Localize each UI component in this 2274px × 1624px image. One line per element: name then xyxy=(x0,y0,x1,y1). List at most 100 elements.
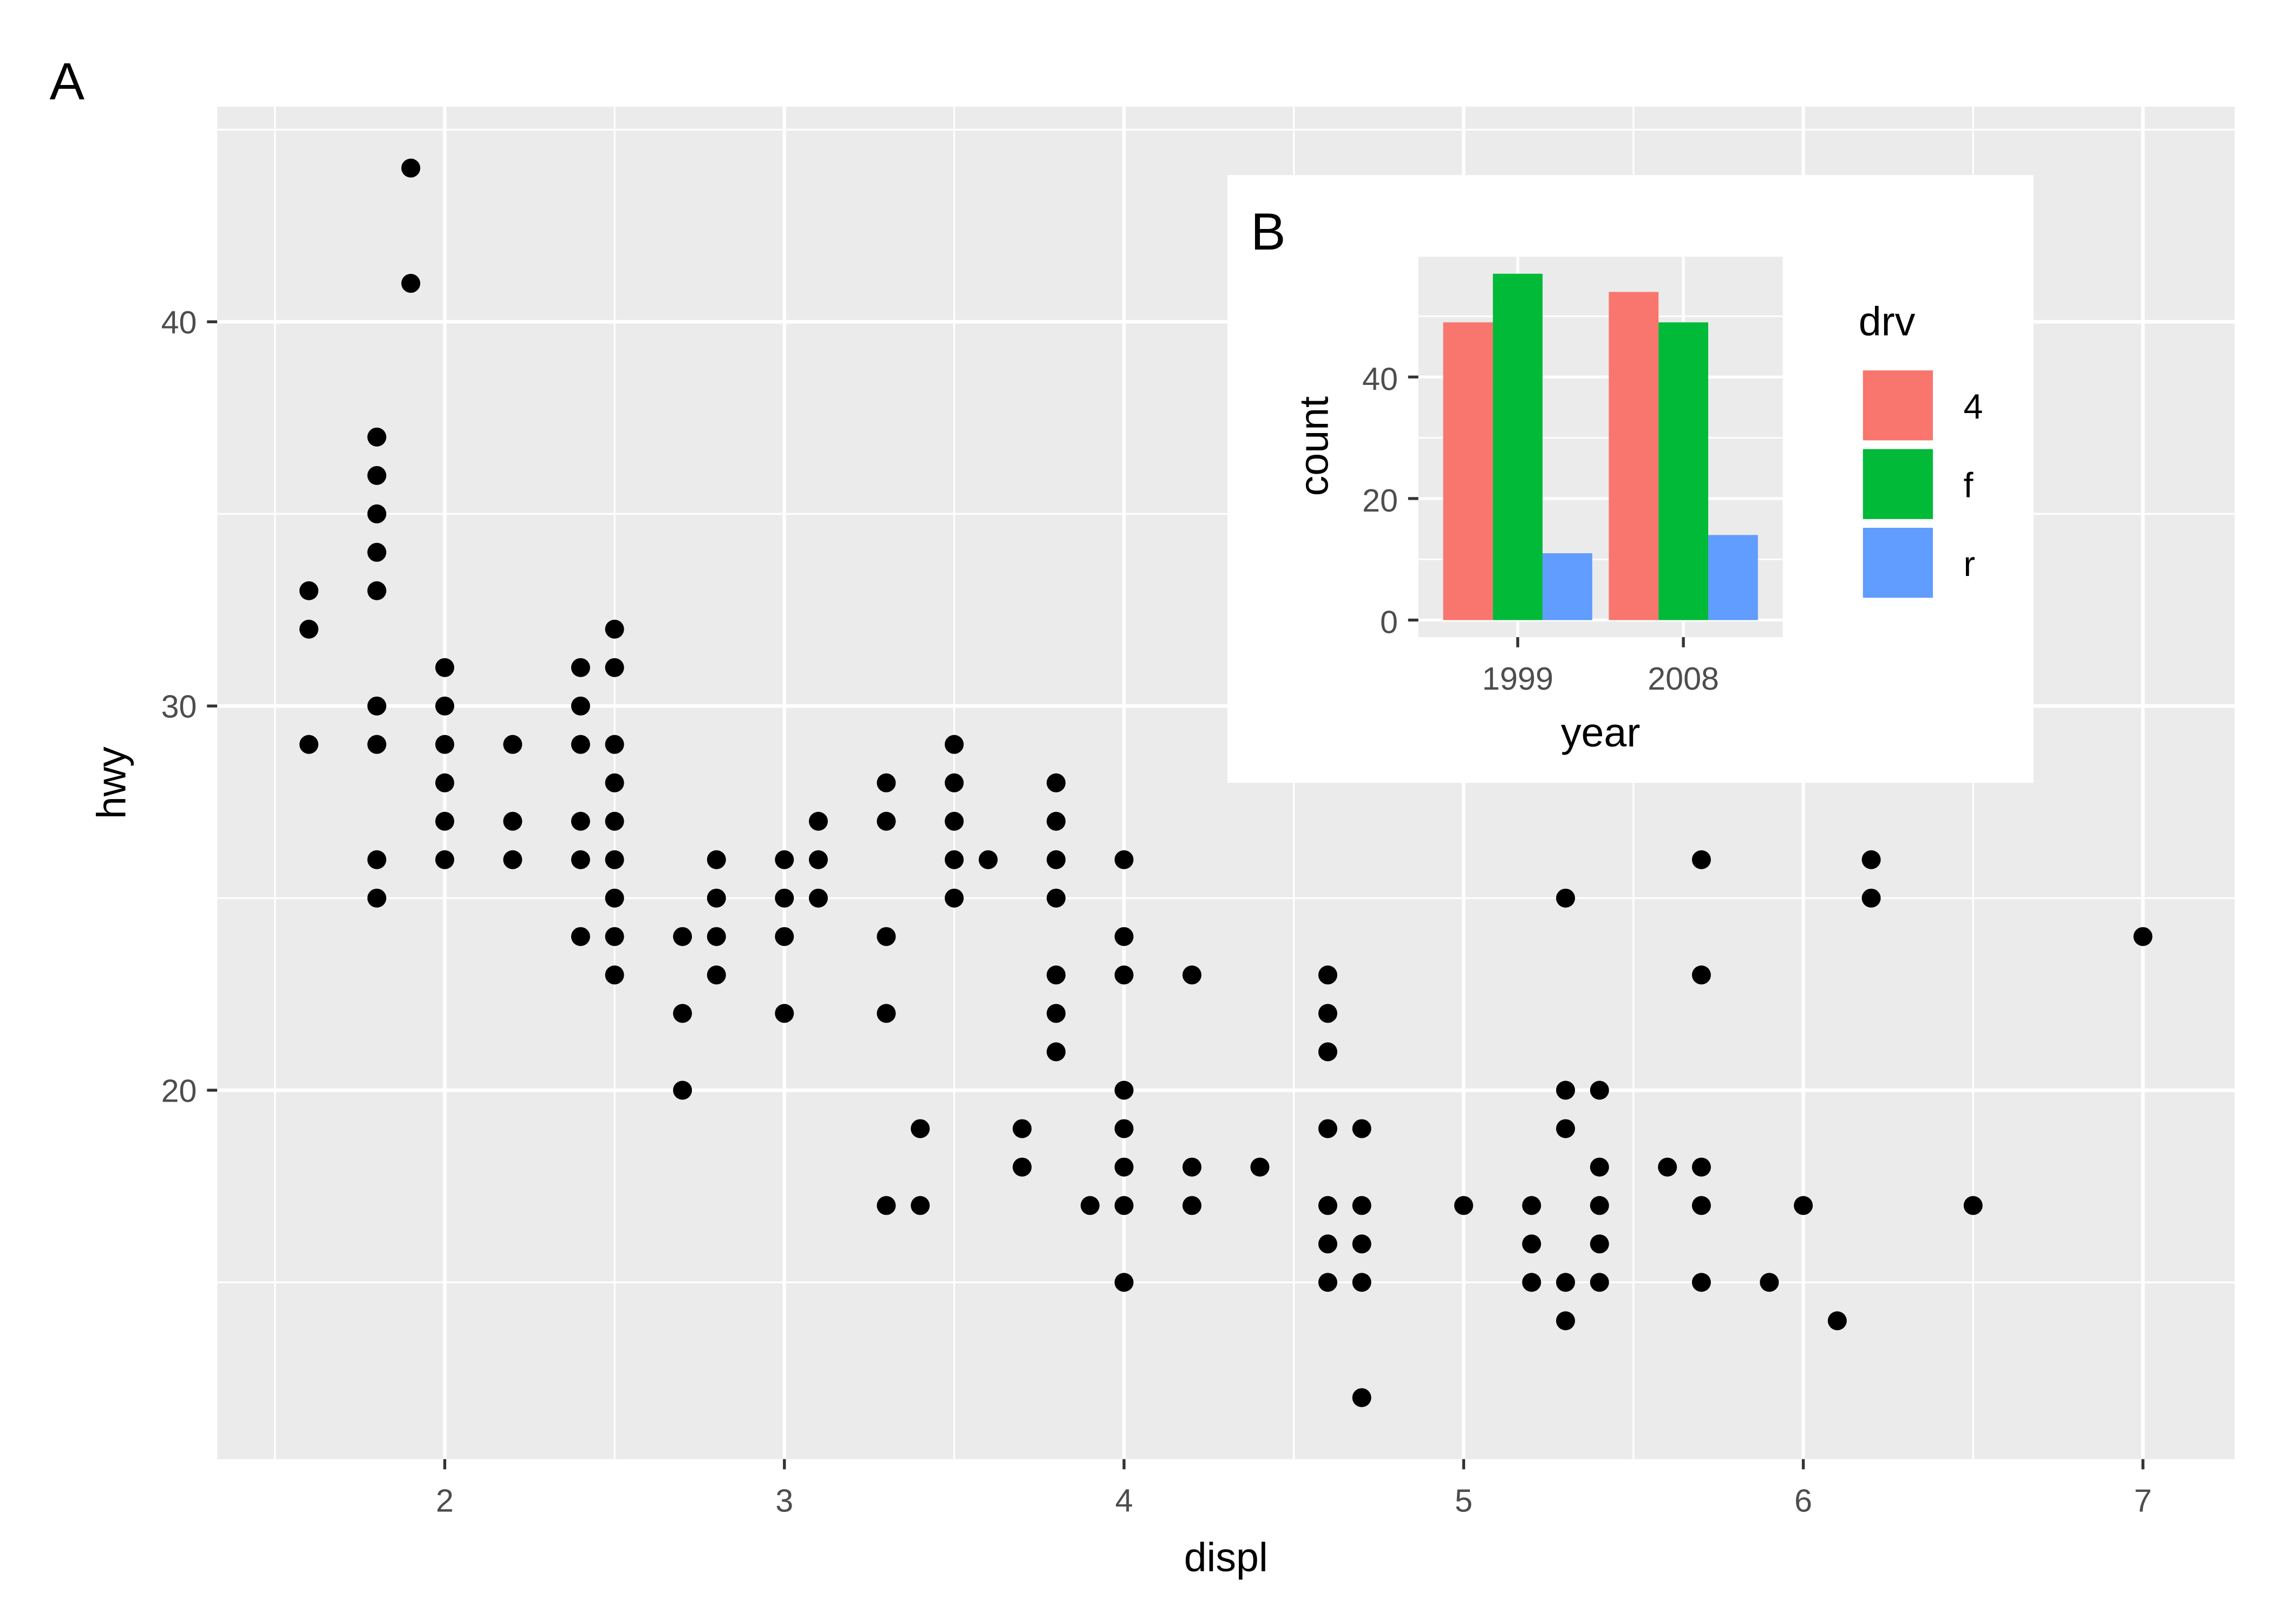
data-point xyxy=(1318,1042,1337,1062)
data-point xyxy=(1012,1157,1032,1177)
x-tick-label: 6 xyxy=(1794,1482,1812,1518)
data-point xyxy=(571,658,590,677)
y-tick-label: 40 xyxy=(1362,361,1398,397)
data-point xyxy=(1691,1273,1711,1292)
data-point xyxy=(1114,965,1134,985)
data-point xyxy=(707,965,726,985)
data-point xyxy=(808,888,828,908)
legend: 4 f r xyxy=(1860,367,1983,601)
data-point xyxy=(367,466,387,485)
data-point xyxy=(503,850,522,869)
data-point xyxy=(1114,850,1134,869)
legend-label: r xyxy=(1964,545,1976,584)
data-point xyxy=(1047,811,1066,831)
data-point xyxy=(1794,1196,1813,1215)
data-point xyxy=(1590,1273,1609,1292)
data-point xyxy=(435,811,454,831)
inset-y-axis-title: count xyxy=(1291,396,1337,496)
data-point xyxy=(944,773,964,793)
legend-key-4 xyxy=(1860,367,1936,443)
y-tick-label: 0 xyxy=(1380,604,1398,640)
data-point xyxy=(1352,1196,1371,1215)
data-point xyxy=(1556,1081,1576,1100)
data-point xyxy=(1352,1388,1371,1407)
data-point xyxy=(1047,1004,1066,1023)
data-point xyxy=(877,927,896,946)
data-point xyxy=(707,888,726,908)
data-point xyxy=(1352,1119,1371,1138)
data-point xyxy=(775,1004,794,1023)
data-point xyxy=(1861,850,1881,869)
data-point xyxy=(1250,1157,1270,1177)
x-tick-label: 4 xyxy=(1115,1482,1133,1518)
y-tick-label: 40 xyxy=(161,304,197,340)
data-point xyxy=(1318,1004,1337,1023)
inset-b: B 1999 2008 0 20 40 year count drv 4 f r xyxy=(1227,175,2034,783)
data-point xyxy=(1318,1196,1337,1215)
data-point xyxy=(877,811,896,831)
y-tick-label: 20 xyxy=(1362,482,1398,519)
x-tick-label: 5 xyxy=(1455,1482,1473,1518)
data-point xyxy=(1590,1234,1609,1254)
data-point xyxy=(944,850,964,869)
data-point xyxy=(299,735,319,754)
data-point xyxy=(1114,927,1134,946)
data-point xyxy=(808,811,828,831)
data-point xyxy=(775,888,794,908)
data-point xyxy=(1454,1196,1473,1215)
data-point xyxy=(1556,888,1576,908)
data-point xyxy=(1556,1119,1576,1138)
bar-2008-r xyxy=(1708,535,1758,620)
data-point xyxy=(1318,1234,1337,1254)
data-point xyxy=(435,850,454,869)
legend-key-f xyxy=(1860,446,1936,522)
data-point xyxy=(1760,1273,1779,1292)
legend-label: 4 xyxy=(1964,387,1983,426)
data-point xyxy=(503,811,522,831)
data-point xyxy=(1352,1234,1371,1254)
data-point xyxy=(673,927,692,946)
data-point xyxy=(605,888,624,908)
data-point xyxy=(367,542,387,562)
bar-1999-4 xyxy=(1443,322,1493,620)
data-point xyxy=(1590,1081,1609,1100)
data-point xyxy=(1182,1157,1202,1177)
x-tick-label: 2008 xyxy=(1648,660,1719,697)
data-point xyxy=(1658,1157,1677,1177)
data-point xyxy=(877,1196,896,1215)
data-point xyxy=(911,1119,930,1138)
data-point xyxy=(571,735,590,754)
panel-a-tag: A xyxy=(50,51,85,110)
data-point xyxy=(299,581,319,600)
data-point xyxy=(1080,1196,1100,1215)
data-point xyxy=(1012,1119,1032,1138)
legend-title: drv xyxy=(1859,299,1916,344)
bar-2008-4 xyxy=(1609,292,1659,620)
data-point xyxy=(1556,1311,1576,1331)
data-point xyxy=(1114,1119,1134,1138)
data-point xyxy=(1556,1273,1576,1292)
x-tick-label: 7 xyxy=(2134,1482,2152,1518)
data-point xyxy=(1047,773,1066,793)
data-point xyxy=(1114,1157,1134,1177)
data-point xyxy=(367,696,387,716)
data-point xyxy=(571,696,590,716)
data-point xyxy=(1691,1157,1711,1177)
data-point xyxy=(367,850,387,869)
data-point xyxy=(605,965,624,985)
data-point xyxy=(1114,1081,1134,1100)
data-point xyxy=(1318,1273,1337,1292)
data-point xyxy=(1691,1196,1711,1215)
data-point xyxy=(1590,1157,1609,1177)
data-point xyxy=(978,850,998,869)
data-point xyxy=(605,658,624,677)
data-point xyxy=(401,158,421,178)
data-point xyxy=(1522,1273,1541,1292)
data-point xyxy=(571,811,590,831)
data-point xyxy=(808,850,828,869)
bar-2008-f xyxy=(1658,322,1709,620)
data-point xyxy=(605,735,624,754)
data-point xyxy=(1114,1273,1134,1292)
data-point xyxy=(1318,965,1337,985)
